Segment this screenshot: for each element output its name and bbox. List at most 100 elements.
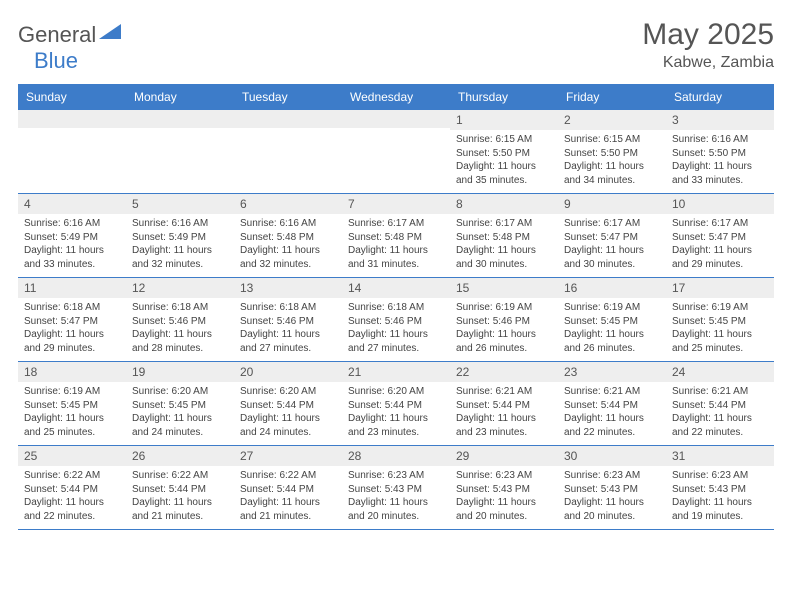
day-cell: 4Sunrise: 6:16 AMSunset: 5:49 PMDaylight… (18, 194, 126, 278)
day-cell: 28Sunrise: 6:23 AMSunset: 5:43 PMDayligh… (342, 446, 450, 530)
day-number: 9 (558, 194, 666, 214)
day-number: 18 (18, 362, 126, 382)
day-header-row: SundayMondayTuesdayWednesdayThursdayFrid… (18, 84, 774, 110)
day-number: 15 (450, 278, 558, 298)
day-cell: 15Sunrise: 6:19 AMSunset: 5:46 PMDayligh… (450, 278, 558, 362)
day-cell: 20Sunrise: 6:20 AMSunset: 5:44 PMDayligh… (234, 362, 342, 446)
day-cell: 22Sunrise: 6:21 AMSunset: 5:44 PMDayligh… (450, 362, 558, 446)
day-cell: 13Sunrise: 6:18 AMSunset: 5:46 PMDayligh… (234, 278, 342, 362)
day-details: Sunrise: 6:16 AMSunset: 5:50 PMDaylight:… (666, 130, 774, 193)
empty-daynum (234, 110, 342, 128)
page-header: General May 2025 Kabwe, Zambia (18, 18, 774, 72)
day-cell: 27Sunrise: 6:22 AMSunset: 5:44 PMDayligh… (234, 446, 342, 530)
day-number: 23 (558, 362, 666, 382)
day-cell: 6Sunrise: 6:16 AMSunset: 5:48 PMDaylight… (234, 194, 342, 278)
day-number: 21 (342, 362, 450, 382)
day-header-saturday: Saturday (666, 84, 774, 110)
day-cell: 10Sunrise: 6:17 AMSunset: 5:47 PMDayligh… (666, 194, 774, 278)
day-details: Sunrise: 6:17 AMSunset: 5:48 PMDaylight:… (342, 214, 450, 277)
empty-daynum (18, 110, 126, 128)
day-number: 26 (126, 446, 234, 466)
day-number: 17 (666, 278, 774, 298)
day-details: Sunrise: 6:16 AMSunset: 5:49 PMDaylight:… (126, 214, 234, 277)
day-cell: 25Sunrise: 6:22 AMSunset: 5:44 PMDayligh… (18, 446, 126, 530)
day-number: 28 (342, 446, 450, 466)
day-cell: 24Sunrise: 6:21 AMSunset: 5:44 PMDayligh… (666, 362, 774, 446)
day-number: 22 (450, 362, 558, 382)
day-number: 1 (450, 110, 558, 130)
day-cell: 16Sunrise: 6:19 AMSunset: 5:45 PMDayligh… (558, 278, 666, 362)
day-cell: 23Sunrise: 6:21 AMSunset: 5:44 PMDayligh… (558, 362, 666, 446)
logo-triangle-icon (99, 24, 121, 47)
day-number: 14 (342, 278, 450, 298)
calendar-row: 18Sunrise: 6:19 AMSunset: 5:45 PMDayligh… (18, 362, 774, 446)
day-details: Sunrise: 6:16 AMSunset: 5:48 PMDaylight:… (234, 214, 342, 277)
day-details: Sunrise: 6:23 AMSunset: 5:43 PMDaylight:… (342, 466, 450, 529)
calendar-row: 11Sunrise: 6:18 AMSunset: 5:47 PMDayligh… (18, 278, 774, 362)
day-details: Sunrise: 6:21 AMSunset: 5:44 PMDaylight:… (666, 382, 774, 445)
empty-cell (234, 110, 342, 194)
day-details: Sunrise: 6:18 AMSunset: 5:46 PMDaylight:… (234, 298, 342, 361)
day-details: Sunrise: 6:20 AMSunset: 5:44 PMDaylight:… (342, 382, 450, 445)
day-number: 12 (126, 278, 234, 298)
location: Kabwe, Zambia (642, 54, 774, 72)
day-header-wednesday: Wednesday (342, 84, 450, 110)
calendar-table: SundayMondayTuesdayWednesdayThursdayFrid… (18, 84, 774, 530)
empty-cell (18, 110, 126, 194)
day-number: 13 (234, 278, 342, 298)
calendar-body: 1Sunrise: 6:15 AMSunset: 5:50 PMDaylight… (18, 110, 774, 530)
day-details: Sunrise: 6:18 AMSunset: 5:46 PMDaylight:… (342, 298, 450, 361)
day-number: 19 (126, 362, 234, 382)
day-details: Sunrise: 6:19 AMSunset: 5:45 PMDaylight:… (18, 382, 126, 445)
day-number: 4 (18, 194, 126, 214)
day-header-sunday: Sunday (18, 84, 126, 110)
day-details: Sunrise: 6:19 AMSunset: 5:45 PMDaylight:… (666, 298, 774, 361)
day-header-friday: Friday (558, 84, 666, 110)
day-details: Sunrise: 6:17 AMSunset: 5:47 PMDaylight:… (558, 214, 666, 277)
day-details: Sunrise: 6:22 AMSunset: 5:44 PMDaylight:… (234, 466, 342, 529)
day-number: 16 (558, 278, 666, 298)
day-details: Sunrise: 6:21 AMSunset: 5:44 PMDaylight:… (558, 382, 666, 445)
day-details: Sunrise: 6:17 AMSunset: 5:47 PMDaylight:… (666, 214, 774, 277)
calendar-row: 25Sunrise: 6:22 AMSunset: 5:44 PMDayligh… (18, 446, 774, 530)
day-number: 27 (234, 446, 342, 466)
logo-word2: Blue (20, 48, 78, 73)
day-cell: 8Sunrise: 6:17 AMSunset: 5:48 PMDaylight… (450, 194, 558, 278)
day-number: 6 (234, 194, 342, 214)
empty-cell (342, 110, 450, 194)
day-details: Sunrise: 6:18 AMSunset: 5:46 PMDaylight:… (126, 298, 234, 361)
day-cell: 17Sunrise: 6:19 AMSunset: 5:45 PMDayligh… (666, 278, 774, 362)
day-cell: 2Sunrise: 6:15 AMSunset: 5:50 PMDaylight… (558, 110, 666, 194)
day-cell: 1Sunrise: 6:15 AMSunset: 5:50 PMDaylight… (450, 110, 558, 194)
day-details: Sunrise: 6:20 AMSunset: 5:44 PMDaylight:… (234, 382, 342, 445)
day-cell: 5Sunrise: 6:16 AMSunset: 5:49 PMDaylight… (126, 194, 234, 278)
day-cell: 26Sunrise: 6:22 AMSunset: 5:44 PMDayligh… (126, 446, 234, 530)
empty-daynum (126, 110, 234, 128)
day-cell: 21Sunrise: 6:20 AMSunset: 5:44 PMDayligh… (342, 362, 450, 446)
day-number: 25 (18, 446, 126, 466)
month-title: May 2025 (642, 18, 774, 52)
day-number: 7 (342, 194, 450, 214)
day-number: 11 (18, 278, 126, 298)
day-details: Sunrise: 6:22 AMSunset: 5:44 PMDaylight:… (18, 466, 126, 529)
day-header-monday: Monday (126, 84, 234, 110)
day-cell: 12Sunrise: 6:18 AMSunset: 5:46 PMDayligh… (126, 278, 234, 362)
day-details: Sunrise: 6:19 AMSunset: 5:46 PMDaylight:… (450, 298, 558, 361)
day-cell: 29Sunrise: 6:23 AMSunset: 5:43 PMDayligh… (450, 446, 558, 530)
day-cell: 11Sunrise: 6:18 AMSunset: 5:47 PMDayligh… (18, 278, 126, 362)
day-cell: 18Sunrise: 6:19 AMSunset: 5:45 PMDayligh… (18, 362, 126, 446)
day-details: Sunrise: 6:23 AMSunset: 5:43 PMDaylight:… (558, 466, 666, 529)
logo: General (18, 18, 123, 48)
day-details: Sunrise: 6:22 AMSunset: 5:44 PMDaylight:… (126, 466, 234, 529)
calendar-row: 1Sunrise: 6:15 AMSunset: 5:50 PMDaylight… (18, 110, 774, 194)
title-block: May 2025 Kabwe, Zambia (642, 18, 774, 72)
day-header-thursday: Thursday (450, 84, 558, 110)
day-details: Sunrise: 6:15 AMSunset: 5:50 PMDaylight:… (450, 130, 558, 193)
empty-cell (126, 110, 234, 194)
day-details: Sunrise: 6:23 AMSunset: 5:43 PMDaylight:… (666, 466, 774, 529)
day-number: 24 (666, 362, 774, 382)
day-cell: 3Sunrise: 6:16 AMSunset: 5:50 PMDaylight… (666, 110, 774, 194)
day-number: 29 (450, 446, 558, 466)
day-details: Sunrise: 6:23 AMSunset: 5:43 PMDaylight:… (450, 466, 558, 529)
day-number: 20 (234, 362, 342, 382)
